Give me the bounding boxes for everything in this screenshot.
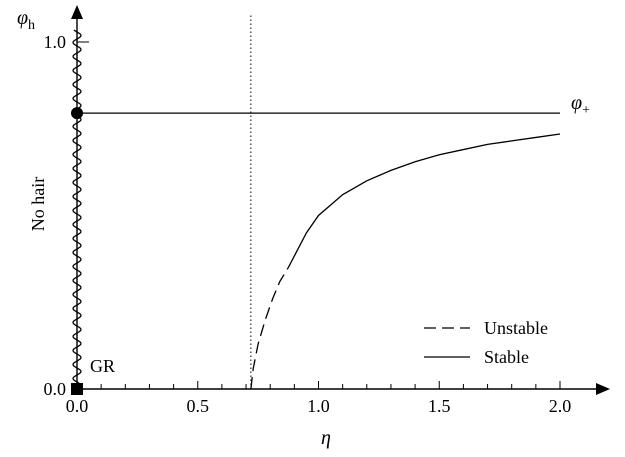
legend-stable-label: Stable: [484, 347, 529, 367]
x-tick-label: 0.5: [187, 396, 210, 416]
y-axis-title: φh: [17, 7, 35, 33]
no-hair-wavy-line: [72, 29, 82, 390]
phi-plus-sub: +: [582, 103, 590, 118]
x-axis-title: η: [321, 427, 331, 449]
y-tick-label: 0.0: [44, 379, 67, 399]
unstable-branch-line: [250, 267, 289, 390]
y-axis-title-sub: h: [28, 18, 35, 33]
hairy-endpoint-marker: [71, 107, 83, 120]
x-tick-label: 1.5: [428, 396, 451, 416]
plot-area: 0.0 0.5 1.0 1.5 2.0 0.0 1.0: [44, 5, 610, 416]
legend: Unstable Stable: [424, 318, 548, 367]
phi-plus-main: φ: [571, 92, 582, 114]
stable-branch-line: [287, 133, 561, 268]
phi-plus-label: φ+: [571, 92, 590, 118]
x-tick-label: 2.0: [549, 396, 572, 416]
y-axis-arrow-icon: [71, 5, 83, 19]
x-axis-arrow-icon: [596, 383, 610, 395]
legend-unstable-label: Unstable: [484, 318, 548, 338]
no-hair-label: No hair: [28, 177, 48, 231]
x-tick-label: 0.0: [66, 396, 89, 416]
gr-label: GR: [90, 356, 115, 376]
gr-point-marker: [71, 383, 83, 395]
y-tick-label: 1.0: [44, 32, 67, 52]
y-axis-title-main: φ: [17, 7, 28, 29]
x-tick-label: 1.0: [307, 396, 330, 416]
